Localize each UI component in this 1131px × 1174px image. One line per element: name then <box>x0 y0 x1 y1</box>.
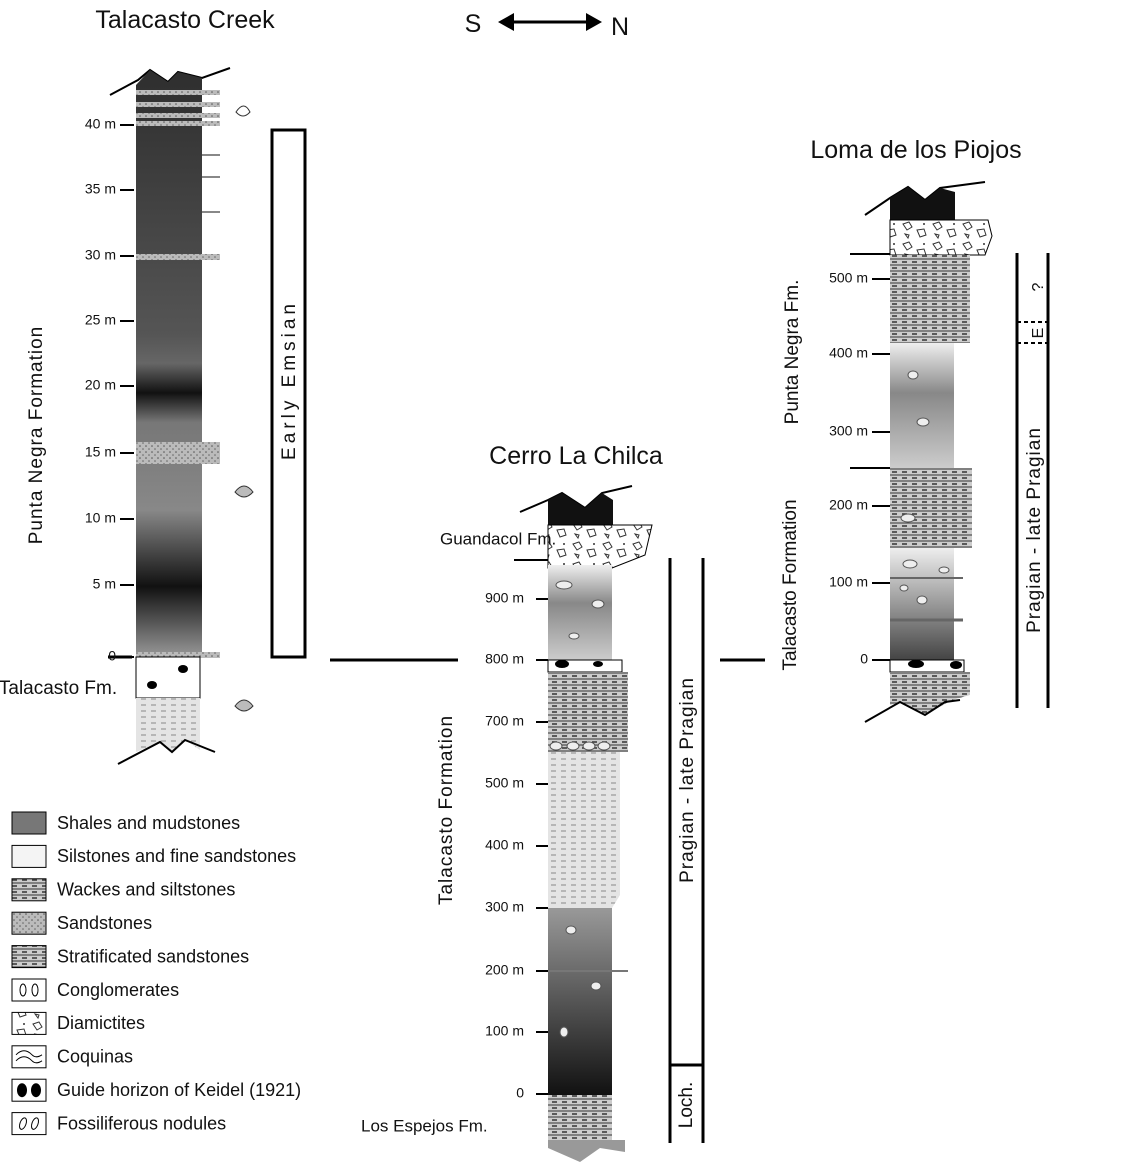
tick-label: 100 m <box>485 1023 524 1039</box>
formation-label: Punta Negra Fm. <box>782 280 803 425</box>
formation-label: Talacasto Fm. <box>0 678 117 699</box>
base <box>548 1140 625 1162</box>
base <box>890 672 970 715</box>
tick-label: 10 m <box>85 510 116 526</box>
age-label: Pragian - late Pragian <box>1024 427 1045 633</box>
nodule <box>908 660 924 668</box>
tick-label: 30 m <box>85 247 116 263</box>
column-title: Cerro La Chilca <box>489 442 663 470</box>
ticks: 40 m 35 m 30 m 25 m 20 m 15 m 10 m 5 m 0 <box>85 116 134 664</box>
legend-label: Sandstones <box>57 913 152 933</box>
tick-label: 900 m <box>485 590 524 606</box>
formation-label: Los Espejos Fm. <box>361 1116 488 1135</box>
tick-label: 400 m <box>485 837 524 853</box>
legend-swatch <box>12 845 46 867</box>
legend-label: Wackes and siltstones <box>57 880 235 900</box>
formation-label-line: Talacasto Fm. <box>0 678 117 699</box>
age-label: Early Emsian <box>279 300 300 460</box>
legend-label: Shales and mudstones <box>57 813 240 833</box>
tick-label: 700 m <box>485 713 524 729</box>
age-label: ? <box>1030 282 1047 291</box>
tick-label: 0 <box>516 1085 524 1101</box>
legend-swatch <box>12 1046 46 1068</box>
ticks: 900 m 800 m 700 m 500 m 400 m 300 m 200 m 100 m… <box>485 590 548 1101</box>
age-label: Pragian - late Pragian <box>677 677 698 883</box>
nodule <box>593 661 603 667</box>
diamictite <box>548 525 652 568</box>
stratified-sandstone <box>890 255 970 343</box>
tick-label: 200 m <box>829 497 868 513</box>
diamictite <box>890 220 992 255</box>
tick-label: 40 m <box>85 116 116 132</box>
tick-label: 400 m <box>829 345 868 361</box>
legend-label: Conglomerates <box>57 980 179 1000</box>
legend-label: Silstones and fine sandstones <box>57 846 296 866</box>
tick-label: 300 m <box>829 423 868 439</box>
formation-label: Talacasto Formation <box>780 499 801 670</box>
tick-label: 25 m <box>85 312 116 328</box>
tick-label: 0 <box>108 648 116 664</box>
guide-horizon <box>136 657 200 698</box>
legend-label: Stratificated sandstones <box>57 946 249 966</box>
north: N <box>611 13 629 41</box>
nodule <box>147 681 157 689</box>
age-label: Loch. <box>676 1082 697 1128</box>
tick-label: 500 m <box>829 270 868 286</box>
tick-label: 5 m <box>93 576 116 592</box>
formation-label: Punta Negra Formation <box>26 326 47 545</box>
legend-label: Guide horizon of Keidel (1921) <box>57 1080 301 1100</box>
tick-label: 100 m <box>829 574 868 590</box>
siltstone <box>548 752 620 908</box>
lower-unit <box>548 1095 612 1140</box>
legend-icon <box>17 1083 27 1097</box>
legend: Shales and mudstones Silstones and fine s… <box>12 812 301 1135</box>
fossils <box>235 106 253 711</box>
age-label: E <box>1030 328 1047 339</box>
shale-unit <box>548 908 612 1095</box>
figure: S N Talacasto Creek 40 m 35 m 30 m 25 m 20 m… <box>0 0 1131 1169</box>
formation-label: Talacasto Formation <box>436 715 457 905</box>
siltstone <box>136 698 200 752</box>
tick-label: 35 m <box>85 181 116 197</box>
tick-label: 15 m <box>85 444 116 460</box>
legend-swatch <box>12 912 46 934</box>
legend-icon <box>31 1083 41 1097</box>
legend-label: Diamictites <box>57 1013 145 1033</box>
legend-swatch <box>12 946 46 968</box>
shale-column <box>136 70 202 657</box>
legend-swatch <box>12 879 46 901</box>
top-unit <box>548 493 613 525</box>
column-title: Talacasto Creek <box>95 6 275 34</box>
legend-swatch <box>12 979 46 1001</box>
legend-swatch <box>12 1012 46 1034</box>
nodule <box>950 661 962 669</box>
legend-label: Coquinas <box>57 1047 133 1067</box>
tick-label: 20 m <box>85 377 116 393</box>
legend-label: Fossiliferous nodules <box>57 1113 226 1133</box>
stratified-sandstone <box>548 672 628 752</box>
formation-label: Guandacol Fm. <box>440 529 556 548</box>
shale-unit <box>890 343 954 468</box>
nodule <box>555 660 569 668</box>
legend-swatch <box>12 1113 46 1135</box>
tick-label: 0 <box>860 651 868 667</box>
tick-label: 500 m <box>485 775 524 791</box>
conglomerate-unit <box>548 565 612 660</box>
tick-label: 300 m <box>485 899 524 915</box>
south: S <box>465 10 482 38</box>
tick-label: 800 m <box>485 651 524 667</box>
wacke-unit <box>890 468 972 548</box>
column-title: Loma de los Piojos <box>810 136 1021 164</box>
legend-swatch <box>12 812 46 834</box>
nodule <box>178 665 188 673</box>
tick-label: 200 m <box>485 962 524 978</box>
